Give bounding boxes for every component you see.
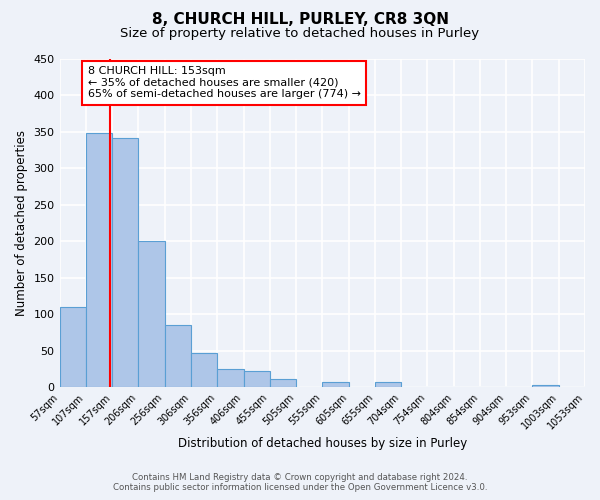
Bar (269, 380, 296, 388)
Bar (217, 369, 244, 388)
Bar (375, 382, 401, 388)
Bar (244, 372, 269, 388)
Bar (86, 134, 112, 388)
Bar (191, 353, 217, 388)
Y-axis label: Number of detached properties: Number of detached properties (15, 130, 28, 316)
X-axis label: Distribution of detached houses by size in Purley: Distribution of detached houses by size … (178, 437, 467, 450)
Text: 8, CHURCH HILL, PURLEY, CR8 3QN: 8, CHURCH HILL, PURLEY, CR8 3QN (151, 12, 449, 28)
Bar (112, 138, 138, 388)
Bar (59, 307, 86, 388)
Text: Size of property relative to detached houses in Purley: Size of property relative to detached ho… (121, 28, 479, 40)
Bar (532, 385, 559, 388)
Bar (164, 324, 191, 388)
Text: 8 CHURCH HILL: 153sqm
← 35% of detached houses are smaller (420)
65% of semi-det: 8 CHURCH HILL: 153sqm ← 35% of detached … (88, 66, 361, 100)
Bar (138, 240, 164, 388)
Text: Contains HM Land Registry data © Crown copyright and database right 2024.
Contai: Contains HM Land Registry data © Crown c… (113, 473, 487, 492)
Bar (322, 382, 349, 388)
